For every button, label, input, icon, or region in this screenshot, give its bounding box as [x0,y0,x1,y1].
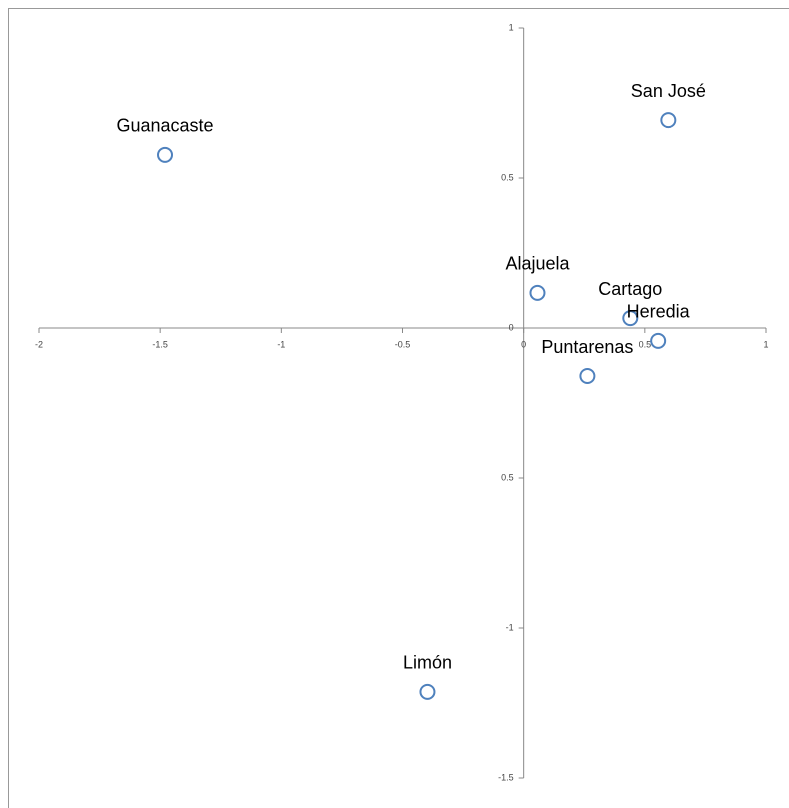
y-tick-label: 0.5 [501,172,514,182]
point-label: Cartago [598,279,662,299]
x-tick-label: -1 [277,339,285,349]
point-label: Puntarenas [541,337,633,357]
point-label: Heredia [627,302,691,322]
point [660,112,677,129]
x-tick-label: 0.5 [639,339,652,349]
point [529,284,546,301]
point-label: Limón [403,653,452,673]
x-tick-label: 0 [521,339,526,349]
y-tick-label: -1.5 [498,772,514,782]
x-tick-label: 1 [763,339,768,349]
point-label: Guanacaste [116,116,213,136]
chart-frame [8,8,789,808]
y-tick-label: 0.5 [501,472,514,482]
point-label: San José [631,81,706,101]
point-label: Alajuela [505,254,570,274]
point [622,310,639,327]
y-tick-label: -1 [506,622,514,632]
point [157,146,174,163]
y-tick-label: 1 [509,22,514,32]
x-tick-label: -0.5 [395,339,411,349]
point [650,332,667,349]
point [579,368,596,384]
point [419,683,436,700]
x-tick-label: -1.5 [152,339,168,349]
y-tick-label: 0 [509,322,514,332]
x-tick-label: -2 [35,339,43,349]
